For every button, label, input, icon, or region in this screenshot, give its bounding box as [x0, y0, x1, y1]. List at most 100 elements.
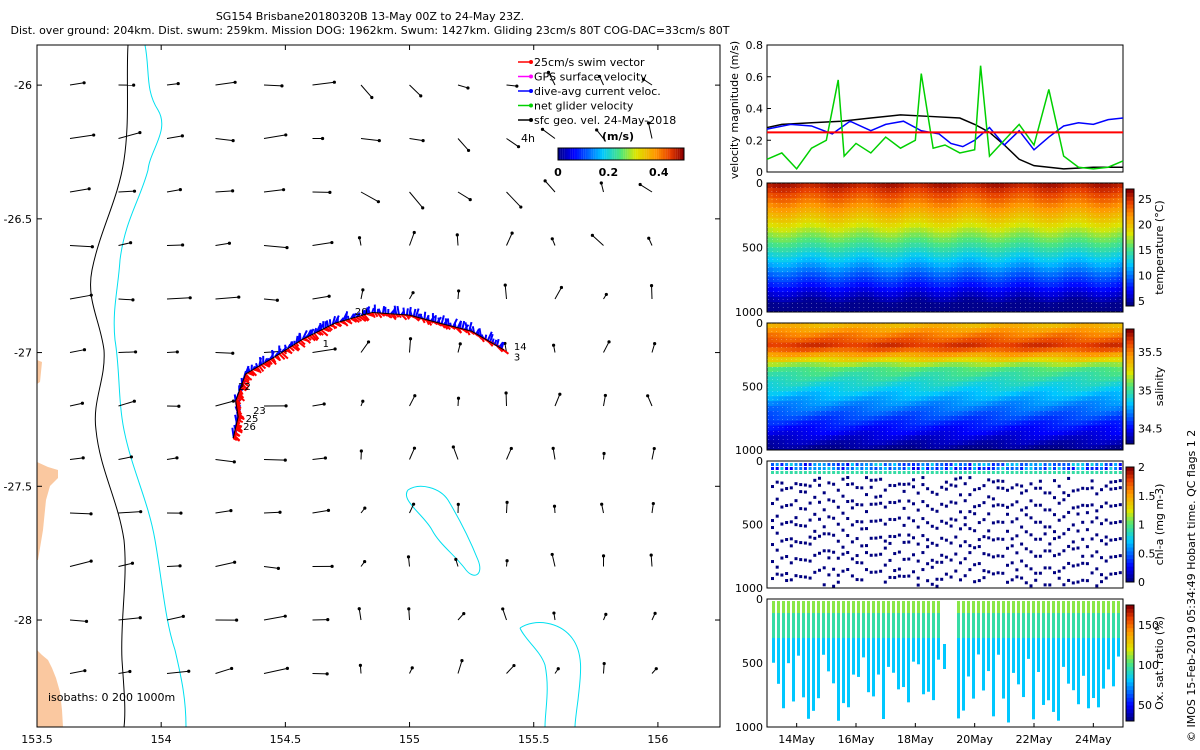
temperature-cell [1022, 277, 1029, 283]
salinity-cell [850, 415, 857, 422]
temperature-cell [1075, 282, 1082, 288]
velocity-y-tick-label: 0.8 [746, 39, 764, 52]
salinity-cell [802, 366, 809, 373]
chla-point [879, 471, 883, 474]
salinity-cell [891, 406, 898, 412]
sfc-vel-arrow [506, 232, 513, 246]
temperature-cell [1075, 257, 1082, 263]
salinity-cell [826, 366, 833, 373]
temperature-cell [1045, 277, 1053, 283]
temperature-cell [832, 282, 839, 288]
colorbar-cell [633, 148, 636, 160]
salinity-cell [1010, 332, 1017, 339]
temperature-cell [838, 282, 845, 288]
salinity-cell [986, 406, 993, 412]
temperature-cell [820, 232, 827, 238]
temperature-cell [832, 202, 839, 209]
temperature-cell [1099, 222, 1106, 229]
temperature-cell [897, 212, 904, 219]
salinity-cell [802, 440, 809, 446]
temperature-cell [974, 222, 981, 229]
sfc-vel-arrow-head [87, 187, 91, 191]
salinity-cell [915, 386, 922, 392]
salinity-cell [826, 410, 833, 417]
salinity-cell [867, 391, 875, 397]
temperature-cell [1105, 292, 1112, 298]
sfc-vel-arrow-head [597, 74, 602, 79]
temperature-cell [879, 302, 887, 308]
salinity-cell [1111, 362, 1118, 368]
salinity-cell [850, 396, 857, 402]
dac-vector [328, 319, 332, 326]
chla-point [1067, 467, 1071, 470]
temperature-cell [784, 267, 792, 273]
temperature-cell [1028, 212, 1035, 219]
temperature-profile-trace [1004, 182, 1007, 313]
temperature-cell [767, 237, 774, 243]
temperature-cell [826, 192, 833, 199]
salinity-cell [909, 386, 916, 392]
temperature-cell [796, 217, 803, 224]
chla-point [860, 561, 864, 565]
chla-point [1038, 486, 1042, 490]
salinity-cell [1105, 376, 1112, 383]
legend-item-label: GPS surface velocity [534, 71, 647, 84]
salinity-cell [950, 371, 958, 378]
salinity-cell [1045, 347, 1053, 353]
salinity-cell [767, 406, 774, 412]
salinity-cell [1069, 342, 1076, 348]
salinity-cell [927, 332, 934, 339]
temperature-cell [909, 267, 916, 273]
chla-point [799, 490, 803, 494]
temperature-cell [980, 212, 987, 219]
sfc-vel-arrow-head [175, 456, 179, 460]
chla-point [799, 541, 803, 545]
salinity-cell [962, 440, 970, 446]
dac-vector [298, 333, 302, 341]
salinity-cell [861, 332, 869, 339]
temperature-cell [1081, 302, 1088, 308]
salinity-cell [784, 401, 792, 407]
salinity-cell [891, 371, 898, 378]
temperature-cell [1069, 247, 1076, 253]
salinity-cell [861, 381, 869, 387]
temperature-cell [820, 217, 827, 224]
salinity-cell [974, 342, 981, 348]
salinity-cell [814, 332, 821, 339]
salinity-cell [945, 391, 952, 397]
temperature-cell [1057, 217, 1065, 224]
chla-point [1053, 496, 1056, 500]
sfc-vel-arrow-head [130, 561, 135, 565]
temperature-cell [986, 237, 993, 243]
temperature-cell [903, 272, 910, 278]
salinity-cell [832, 381, 839, 387]
temperature-cell [1081, 202, 1088, 209]
dac-vector [423, 311, 427, 320]
sfc-vel-arrow-head [328, 190, 332, 194]
temperature-cell [992, 267, 999, 273]
temperature-cell [778, 267, 786, 273]
salinity-cell [1069, 420, 1076, 426]
salinity-cell [1004, 401, 1011, 407]
salinity-cell [885, 430, 892, 436]
salinity-cell [861, 445, 869, 451]
salinity-cell [820, 386, 827, 392]
swim-vector [466, 329, 471, 336]
salinity-cell [968, 440, 976, 446]
ox-point [867, 613, 870, 638]
temperature-cell [992, 187, 999, 194]
salinity-cell [1111, 337, 1118, 343]
temperature-cell [790, 292, 798, 298]
salinity-cell [915, 410, 922, 417]
temperature-cell [945, 272, 952, 278]
temperature-cell [1069, 202, 1076, 209]
sfc-vel-arrow-head [462, 611, 466, 616]
temperature-colorbar-cell [1126, 216, 1134, 221]
salinity-cell [1063, 371, 1070, 378]
salinity-cell [933, 332, 940, 339]
temperature-cell [844, 217, 851, 224]
temperature-cell [772, 212, 780, 219]
salinity-cell [820, 327, 827, 334]
temperature-cell [1087, 212, 1094, 219]
chla-point [789, 503, 793, 507]
